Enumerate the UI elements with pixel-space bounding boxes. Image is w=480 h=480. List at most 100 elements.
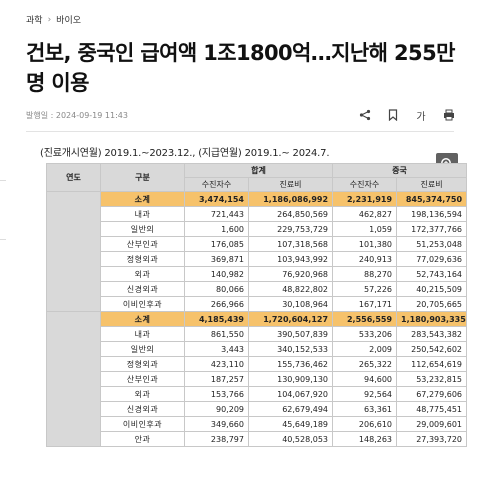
cn-patients-cell: 88,270 (332, 266, 398, 282)
total-patients-cell: 349,660 (184, 416, 249, 432)
breadcrumb-section[interactable]: 과학 (26, 16, 43, 26)
publish-date: 발행일 : 2024-09-19 11:43 (26, 111, 128, 120)
total-cost-cell: 107,318,568 (247, 236, 334, 252)
header-category: 구분 (100, 163, 185, 192)
total-patients-cell: 90,209 (184, 401, 249, 417)
share-icon[interactable] (358, 108, 372, 122)
cn-cost-cell: 40,215,509 (396, 281, 468, 297)
total-cost-cell: 130,909,130 (247, 371, 334, 387)
breadcrumb-subsection[interactable]: 바이오 (56, 16, 82, 26)
chevron-right-icon: › (47, 14, 52, 25)
total-cost-cell: 103,943,992 (247, 251, 334, 267)
total-patients-cell: 3,474,154 (184, 191, 249, 207)
table-row: 내과 721,443 264,850,569 462,827 198,136,594 (47, 206, 468, 222)
category-cell: 내과 (100, 206, 185, 222)
total-cost-cell: 62,679,494 (247, 401, 334, 417)
cn-cost-cell: 52,743,164 (396, 266, 468, 282)
cn-cost-cell: 172,377,766 (396, 221, 468, 237)
header-year: 연도 (46, 163, 101, 192)
cn-patients-cell: 101,380 (332, 236, 398, 252)
total-patients-cell: 369,871 (184, 251, 249, 267)
table-body: 소계 3,474,154 1,186,086,992 2,231,919 845,374… (46, 191, 468, 447)
cn-cost-cell: 845,374,750 (396, 191, 468, 207)
bookmark-icon[interactable] (386, 108, 400, 122)
table-row: 일반의 1,600 229,753,729 1,059 172,377,766 (47, 221, 468, 237)
table-row: 산부인과 187,257 130,909,130 94,600 53,232,815 (47, 371, 468, 387)
header-total: 합계 (183, 163, 334, 178)
cn-cost-cell: 250,542,602 (396, 341, 468, 357)
cn-cost-cell: 1,180,903,335 (396, 311, 468, 327)
total-patients-cell: 153,766 (184, 386, 249, 402)
header-divider (26, 131, 454, 132)
cn-patients-cell: 63,361 (332, 401, 398, 417)
category-cell: 내과 (100, 326, 185, 342)
cn-cost-cell: 20,705,665 (396, 296, 468, 312)
cn-patients-cell: 2,231,919 (332, 191, 398, 207)
total-cost-cell: 76,920,968 (247, 266, 334, 282)
total-cost-cell: 48,822,802 (247, 281, 334, 297)
table-row: 외과 140,982 76,920,968 88,270 52,743,164 (47, 266, 468, 282)
font-size-button[interactable]: 가 (416, 111, 426, 123)
cn-patients-cell: 148,263 (332, 431, 398, 447)
category-cell: 일반의 (100, 221, 185, 237)
breadcrumb: 과학 › 바이오 (26, 13, 82, 27)
table-row-subtotal: 소계 4,185,439 1,720,604,127 2,556,559 1,180,9… (46, 311, 468, 447)
period-caption: (진료개시연월) 2019.1.~2023.12., (지급연월) 2019.1… (40, 148, 330, 159)
cn-patients-cell: 533,206 (332, 326, 398, 342)
total-cost-cell: 40,528,053 (247, 431, 334, 447)
category-cell: 정형외과 (100, 356, 185, 372)
insurance-data-table: 연도 구분 합계 중국 수진자수 진료비 수진자수 진료비 소계 3,474,15… (46, 163, 468, 447)
category-cell: 이비인후과 (100, 296, 185, 312)
cn-patients-cell: 2,009 (332, 341, 398, 357)
table-row: 신경외과 90,209 62,679,494 63,361 48,775,451 (47, 401, 468, 417)
print-icon[interactable] (442, 108, 456, 122)
category-cell: 일반의 (100, 341, 185, 357)
cn-patients-cell: 1,059 (332, 221, 398, 237)
category-cell: 외과 (100, 266, 185, 282)
total-patients-cell: 4,185,439 (184, 311, 249, 327)
table-row-subtotal: 소계 3,474,154 1,186,086,992 2,231,919 845,374… (46, 191, 468, 312)
total-cost-cell: 104,067,920 (247, 386, 334, 402)
total-cost-cell: 390,507,839 (247, 326, 334, 342)
cn-patients-cell: 240,913 (332, 251, 398, 267)
cn-patients-cell: 167,171 (332, 296, 398, 312)
year-cell (46, 311, 101, 447)
table-row: 일반의 3,443 340,152,533 2,009 250,542,602 (47, 341, 468, 357)
article-headline: 건보, 중국인 급여액 1조1800억…지난해 255만명 이용 (26, 41, 455, 95)
left-edge-marker (0, 180, 6, 240)
total-cost-cell: 1,720,604,127 (247, 311, 334, 327)
table-row: 내과 861,550 390,507,839 533,206 283,543,382 (47, 326, 468, 342)
category-cell: 안과 (100, 431, 185, 447)
total-patients-cell: 238,797 (184, 431, 249, 447)
total-patients-cell: 266,966 (184, 296, 249, 312)
total-patients-cell: 176,085 (184, 236, 249, 252)
cn-patients-cell: 94,600 (332, 371, 398, 387)
cn-patients-cell: 92,564 (332, 386, 398, 402)
cn-patients-cell: 462,827 (332, 206, 398, 222)
category-cell: 산부인과 (100, 371, 185, 387)
category-cell: 산부인과 (100, 236, 185, 252)
table-row: 안과 238,797 40,528,053 148,263 27,393,720 (47, 431, 468, 447)
table-row: 정형외과 369,871 103,943,992 240,913 77,029,636 (47, 251, 468, 267)
header-chinese: 중국 (332, 163, 468, 178)
total-cost-cell: 1,186,086,992 (247, 191, 334, 207)
table-row: 이비인후과 349,660 45,649,189 206,610 29,009,601 (47, 416, 468, 432)
cn-patients-cell: 57,226 (332, 281, 398, 297)
header-total-cost: 진료비 (247, 177, 334, 192)
total-patients-cell: 140,982 (184, 266, 249, 282)
total-patients-cell: 3,443 (184, 341, 249, 357)
table-row: 이비인후과 266,966 30,108,964 167,171 20,705,665 (47, 296, 468, 312)
category-cell: 소계 (100, 191, 185, 207)
header-total-patients: 수진자수 (184, 177, 249, 192)
cn-cost-cell: 48,775,451 (396, 401, 468, 417)
article-toolbar: 가 (358, 108, 456, 123)
total-patients-cell: 861,550 (184, 326, 249, 342)
table-row: 정형외과 423,110 155,736,462 265,322 112,654,619 (47, 356, 468, 372)
total-patients-cell: 721,443 (184, 206, 249, 222)
cn-cost-cell: 112,654,619 (396, 356, 468, 372)
total-cost-cell: 155,736,462 (247, 356, 334, 372)
total-patients-cell: 187,257 (184, 371, 249, 387)
year-cell (46, 191, 101, 312)
article-table-image: (진료개시연월) 2019.1.~2023.12., (지급연월) 2019.1… (28, 138, 470, 480)
cn-cost-cell: 77,029,636 (396, 251, 468, 267)
